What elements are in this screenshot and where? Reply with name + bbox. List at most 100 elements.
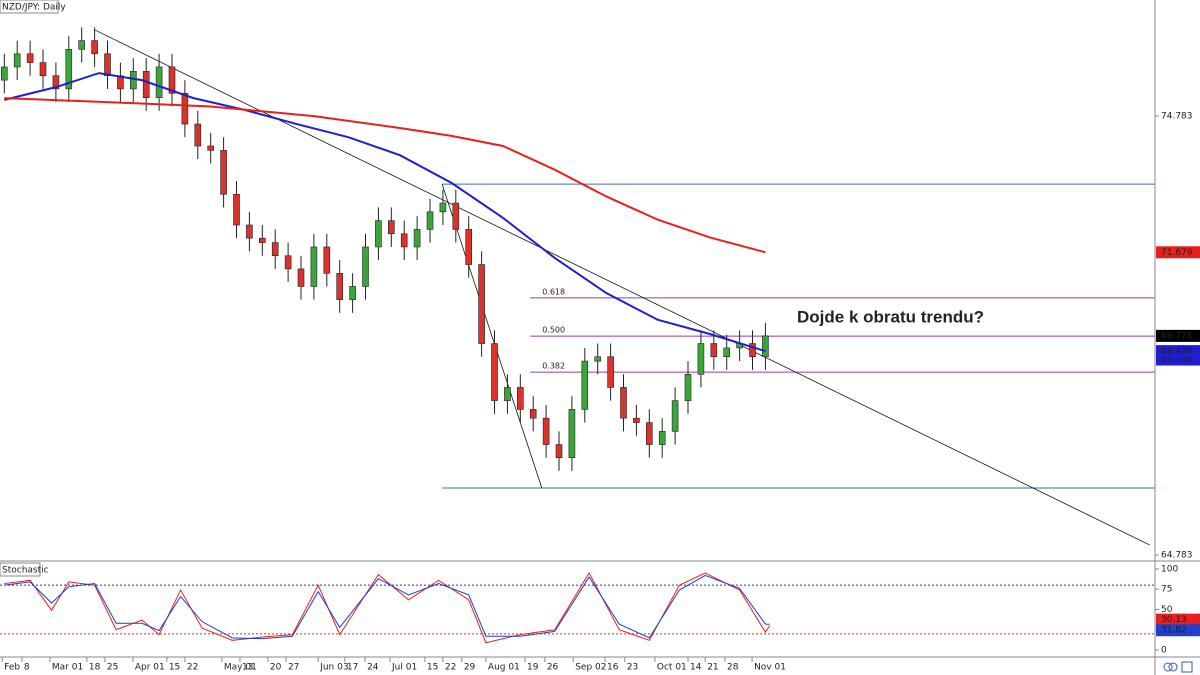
candle-body bbox=[39, 62, 47, 77]
candle-body bbox=[13, 53, 21, 68]
x-tick-label: 22 bbox=[445, 663, 456, 673]
candle-body bbox=[517, 387, 524, 410]
oscillator-line bbox=[4, 574, 770, 640]
x-tick-label: Oct 01 bbox=[657, 663, 687, 673]
y-tick-label: 0 bbox=[1161, 646, 1167, 656]
icon bbox=[1163, 662, 1173, 672]
candle-body bbox=[78, 40, 86, 50]
x-tick-label: Apr 01 bbox=[135, 663, 165, 673]
value-badge bbox=[1156, 624, 1200, 637]
title-box bbox=[0, 0, 59, 14]
x-tick-label: 24 bbox=[367, 663, 379, 673]
candle-body bbox=[220, 150, 227, 195]
fib-label: 0.382 bbox=[542, 362, 565, 371]
candle-body bbox=[491, 343, 498, 401]
candle-body bbox=[284, 255, 292, 270]
x-tick-label: 28 bbox=[727, 663, 739, 673]
candle-body bbox=[542, 417, 550, 445]
candle-body bbox=[671, 400, 679, 432]
x-tick-label: 18 bbox=[89, 663, 101, 673]
candle-body bbox=[91, 40, 98, 55]
value-badge bbox=[1156, 613, 1200, 626]
x-tick-label: 17 bbox=[347, 663, 358, 673]
candle-body bbox=[271, 242, 279, 257]
candle-body bbox=[646, 422, 653, 445]
candle-body bbox=[65, 49, 73, 90]
candle-body bbox=[465, 229, 473, 265]
x-tick-label: 26 bbox=[547, 663, 559, 673]
y-tick-label: 75 bbox=[1161, 585, 1172, 595]
candle-body bbox=[130, 71, 137, 90]
candle-body bbox=[26, 53, 34, 63]
x-tick-label: 25 bbox=[107, 663, 118, 673]
moving-average bbox=[4, 97, 766, 254]
x-tick-label: 23 bbox=[627, 663, 638, 673]
candle-body bbox=[52, 75, 60, 90]
candle-body bbox=[749, 343, 756, 358]
x-tick-label: 14 bbox=[690, 663, 702, 673]
price-badge bbox=[1156, 246, 1200, 259]
candle-body bbox=[388, 220, 395, 235]
candle-body bbox=[426, 211, 434, 230]
y-tick-label: 64.783 bbox=[1161, 551, 1193, 561]
candle-body bbox=[633, 417, 640, 423]
y-tick-label: 74.783 bbox=[1161, 111, 1193, 121]
candle-body bbox=[710, 343, 718, 358]
icon bbox=[1168, 662, 1178, 672]
x-tick-label: Aug 01 bbox=[488, 663, 520, 673]
y-tick-label: 100 bbox=[1161, 564, 1178, 574]
candle-body bbox=[349, 286, 356, 300]
y-tick-label: 50 bbox=[1161, 605, 1173, 615]
candle-body bbox=[555, 444, 563, 459]
candle-body bbox=[400, 233, 408, 248]
candle-body bbox=[246, 224, 253, 239]
candle-body bbox=[504, 387, 511, 401]
candle-body bbox=[323, 246, 331, 274]
candle-body bbox=[155, 66, 163, 98]
x-tick-label: Jun 03 bbox=[319, 663, 348, 673]
x-tick-label: 19 bbox=[527, 663, 539, 673]
x-tick-label: 29 bbox=[464, 663, 476, 673]
trendline bbox=[441, 184, 543, 489]
x-tick-label: Nov 01 bbox=[754, 663, 786, 673]
candle-body bbox=[568, 409, 576, 459]
x-tick-label: 15 bbox=[427, 663, 438, 673]
x-tick-label: 16 bbox=[607, 663, 619, 673]
candle-body bbox=[452, 202, 460, 230]
candle-body bbox=[658, 431, 666, 445]
x-tick-label: Sep 02 bbox=[575, 663, 606, 673]
candle-body bbox=[310, 246, 318, 287]
moving-average bbox=[4, 72, 766, 353]
candle-body bbox=[620, 387, 627, 419]
candle-body bbox=[594, 356, 602, 362]
price-badge-label: 69.428 bbox=[1161, 347, 1193, 357]
fib-label: 0.500 bbox=[542, 326, 565, 335]
candle-body bbox=[194, 123, 202, 147]
candle-body bbox=[104, 53, 111, 77]
candle-body bbox=[181, 92, 189, 125]
candle-body bbox=[581, 360, 589, 410]
candle-body bbox=[362, 246, 369, 287]
candle-body bbox=[168, 66, 176, 94]
candle-body bbox=[439, 202, 447, 213]
x-tick-label: May 01 bbox=[224, 663, 257, 673]
x-tick-label: 8 bbox=[24, 663, 30, 673]
candle-body bbox=[529, 409, 537, 419]
x-tick-label: 27 bbox=[288, 663, 299, 673]
candle-body bbox=[607, 356, 614, 388]
candle-body bbox=[697, 343, 705, 375]
trendline bbox=[94, 29, 1151, 546]
oscillator-line bbox=[4, 572, 771, 644]
chart-title: NZD/JPY: Daily bbox=[2, 3, 66, 13]
candle-body bbox=[478, 264, 485, 344]
price-badge bbox=[1156, 329, 1200, 342]
candle-body bbox=[297, 268, 305, 287]
x-tick-label: 13 bbox=[242, 663, 253, 673]
indicator-title: Stochastic bbox=[2, 566, 49, 576]
candle-body bbox=[723, 347, 731, 358]
price-badge bbox=[1156, 345, 1200, 358]
candle-body bbox=[142, 71, 150, 98]
x-tick-label: 22 bbox=[187, 663, 198, 673]
